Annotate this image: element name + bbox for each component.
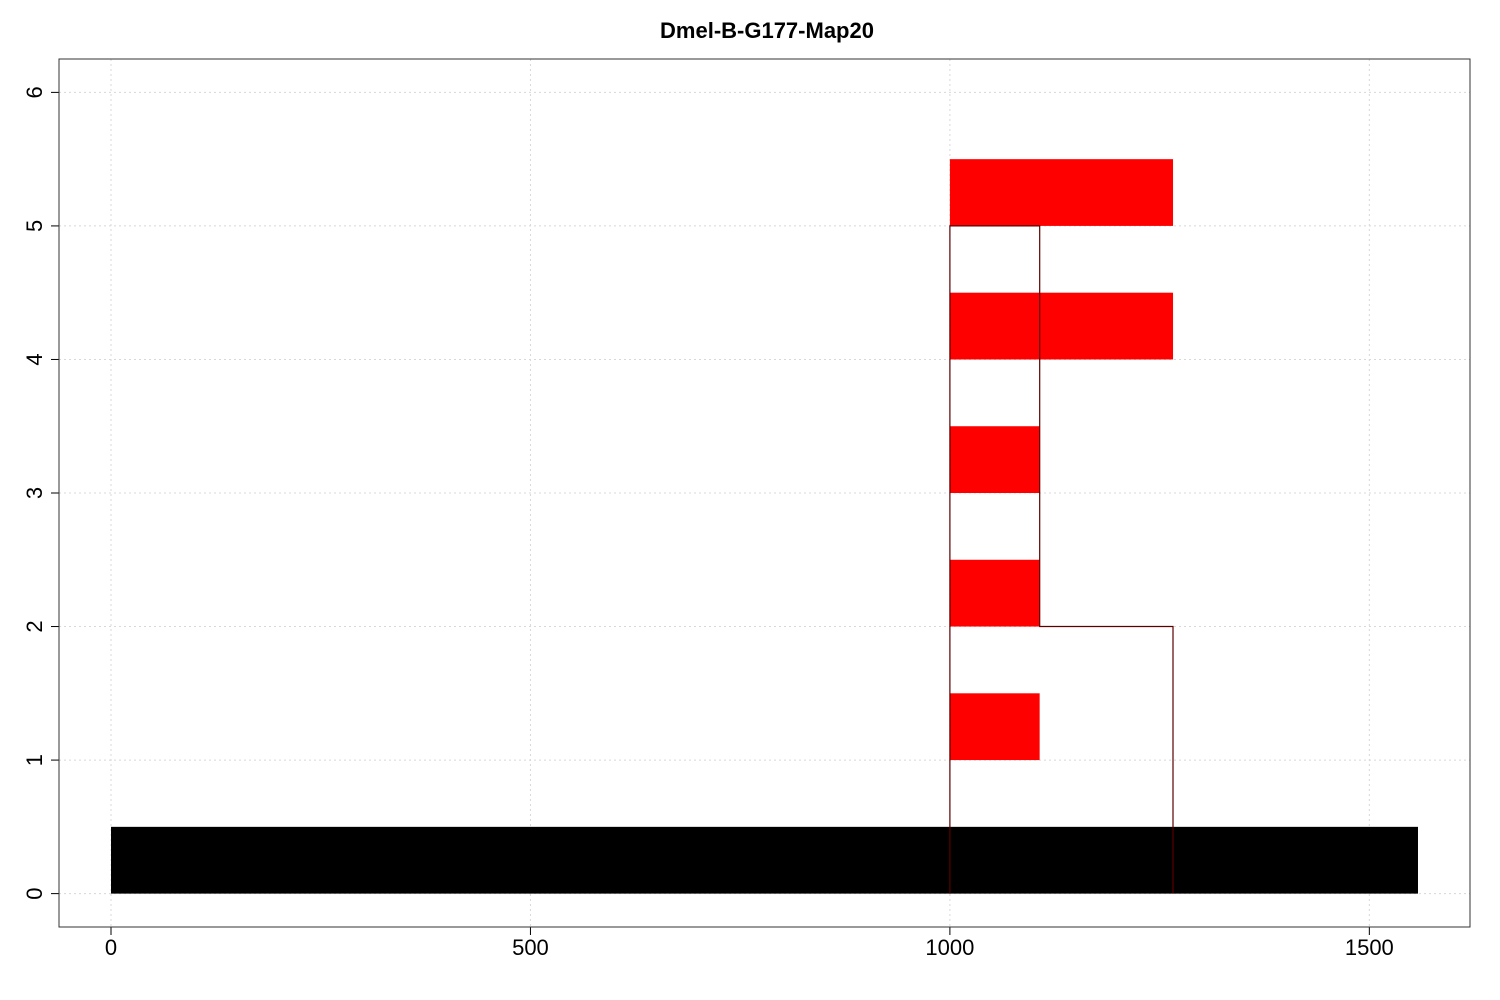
y-tick-label: 6 bbox=[22, 86, 47, 98]
match-segment-row-5 bbox=[949, 159, 1174, 226]
y-tick-label: 5 bbox=[22, 220, 47, 232]
axes: 0 500 1000 1500 0 1 2 3 4 5 6 bbox=[22, 86, 1394, 960]
x-tick-label: 1500 bbox=[1345, 935, 1394, 960]
y-tick-label: 3 bbox=[22, 487, 47, 499]
plot-marks bbox=[111, 159, 1418, 894]
match-segment-row-1 bbox=[949, 693, 1040, 761]
match-segment-row-4 bbox=[949, 292, 1174, 360]
plot-frame bbox=[58, 58, 1471, 928]
match-segment-row-3 bbox=[949, 426, 1040, 493]
match-segment-row-2 bbox=[949, 559, 1040, 627]
reference-bar bbox=[111, 826, 1418, 894]
y-tick-label: 2 bbox=[22, 620, 47, 632]
x-tick-label: 500 bbox=[512, 935, 549, 960]
y-tick-label: 0 bbox=[22, 887, 47, 899]
y-tick-label: 1 bbox=[22, 754, 47, 766]
y-tick-label: 4 bbox=[22, 353, 47, 365]
coverage-outline bbox=[949, 225, 1174, 894]
x-tick-label: 0 bbox=[105, 935, 117, 960]
chart-title: Dmel-B-G177-Map20 bbox=[660, 18, 874, 43]
x-tick-label: 1000 bbox=[925, 935, 974, 960]
grid bbox=[59, 59, 1470, 927]
